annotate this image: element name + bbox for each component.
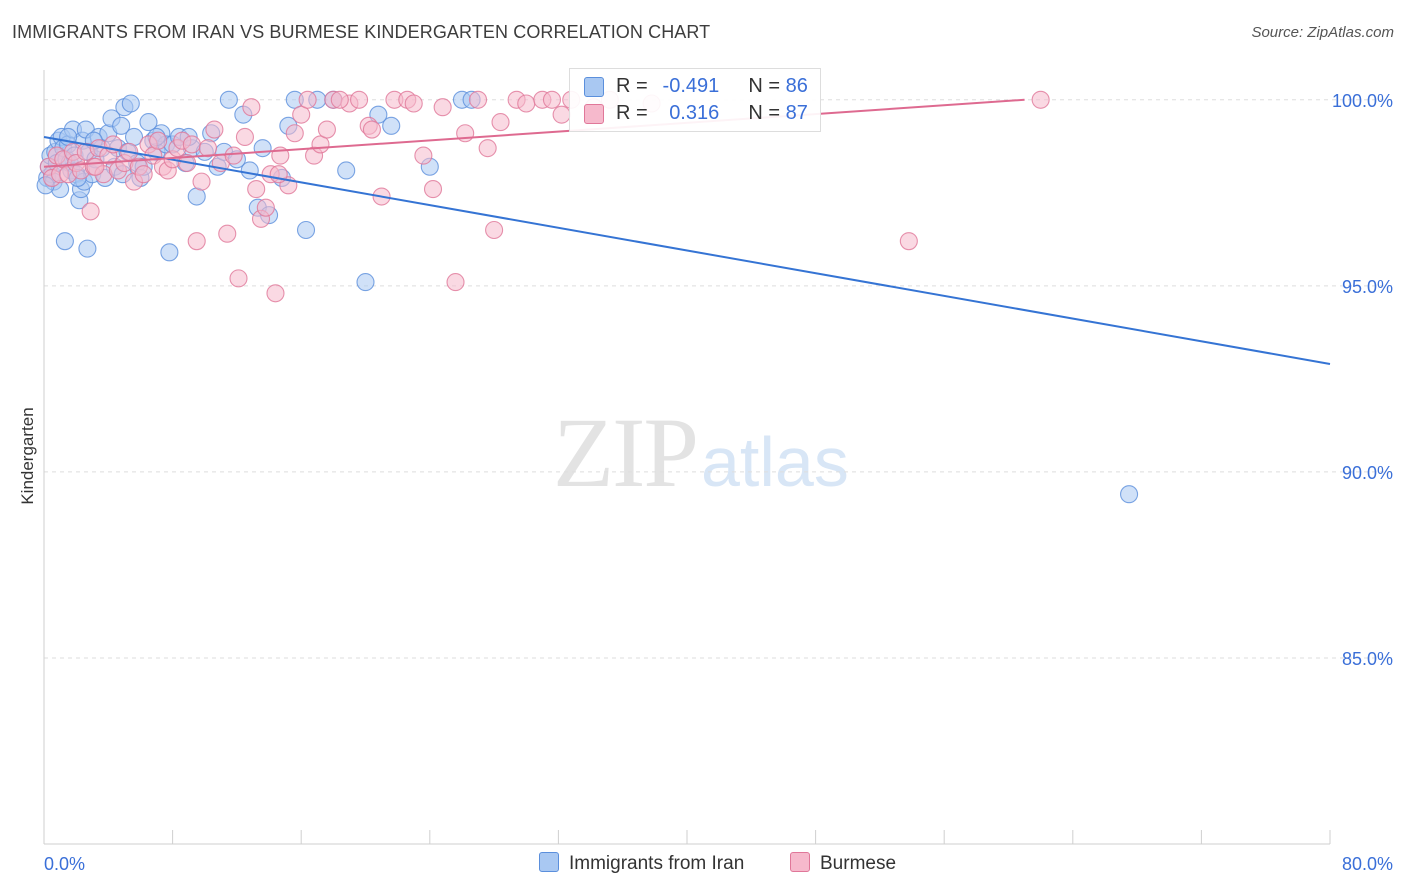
point-burmese [192,172,211,191]
legend-r-label: R = [616,102,648,124]
legend-n-value: 86 [785,75,808,97]
point-burmese [149,131,168,150]
point-iran [112,116,131,135]
point-burmese [218,224,237,243]
point-burmese [285,124,304,143]
point-burmese [485,220,504,240]
point-iran [253,139,272,158]
point-burmese [468,90,488,109]
point-burmese [198,139,218,158]
legend-n-label: N = [748,102,781,124]
point-burmese [542,90,562,109]
point-iran [121,94,140,113]
legend-swatch-iran [584,77,604,97]
point-burmese [330,90,349,109]
point-iran [160,243,179,262]
legend-r-label: R = [616,75,648,97]
correlation-legend: R = -0.491 N = 86 R = 0.316 N = 87 [569,68,821,132]
legend-text-iran: R = -0.491 N = 86 [616,75,808,98]
y-tick-label: 85.0% [1342,649,1393,669]
point-iran [240,161,259,180]
point-burmese [187,232,206,251]
point-burmese [362,120,381,139]
point-burmese [256,198,275,217]
legend-swatch-burmese [584,104,604,124]
bottom-legend-burmese: Burmese [790,852,896,875]
point-burmese [899,232,918,251]
point-burmese [423,180,443,199]
grid-lines [44,99,1392,659]
y-tick-label: 90.0% [1342,463,1393,483]
point-burmese [235,127,254,147]
point-burmese [517,94,536,113]
point-iran [219,90,238,109]
trend-line-burmese [43,98,1025,168]
point-burmese [404,94,423,113]
point-burmese [242,98,261,117]
legend-r-value: 0.316 [669,102,720,124]
bottom-legend-iran: Immigrants from Iran [539,852,744,875]
point-burmese [292,105,311,124]
legend-n-value: 87 [785,102,808,124]
legend-r-value: -0.491 [662,75,720,97]
y-tick-label: 100.0% [1332,91,1393,111]
x-tick-label: 80.0% [1342,854,1393,874]
bottom-legend-swatch-iran [539,852,559,872]
chart-title: IMMIGRANTS FROM IRAN VS BURMESE KINDERGA… [12,22,711,42]
x-tick-label: 0.0% [44,854,85,874]
point-burmese [224,146,243,165]
point-burmese [205,120,224,139]
point-burmese [86,157,105,176]
point-burmese [552,105,571,124]
point-burmese [491,113,510,132]
point-iran [55,232,74,251]
y-tick-label: 95.0% [1342,277,1393,297]
bottom-legend-swatch-burmese [790,852,810,872]
point-iran [139,113,158,132]
point-burmese [446,273,465,292]
point-iran [78,239,97,258]
point-burmese [229,269,248,288]
legend-n-label: N = [748,75,781,97]
point-burmese [433,98,452,117]
point-burmese [134,165,153,184]
trend-lines [43,98,1331,365]
tick-labels: 100.0% 95.0% 90.0% 85.0% 0.0% 80.0% [44,91,1393,874]
point-burmese [317,120,336,139]
source-credit: Source: ZipAtlas.com [1251,24,1394,41]
point-iran [337,161,356,180]
point-burmese [414,146,433,165]
point-burmese [298,90,317,109]
point-iran [296,220,316,240]
point-burmese [182,135,201,154]
bottom-legend-label-iran: Immigrants from Iran [569,853,745,874]
point-burmese [247,180,266,199]
trend-line-iran [43,135,1331,365]
point-burmese [1031,90,1050,109]
axes [43,70,1331,845]
point-burmese [350,90,369,109]
point-burmese [266,284,285,303]
point-burmese [81,202,100,221]
point-iran [1120,485,1139,504]
point-burmese [478,139,497,158]
bottom-legend-label-burmese: Burmese [820,853,897,874]
legend-text-burmese: R = 0.316 N = 87 [616,102,808,125]
point-iran [382,116,401,135]
point-iran [356,273,375,292]
